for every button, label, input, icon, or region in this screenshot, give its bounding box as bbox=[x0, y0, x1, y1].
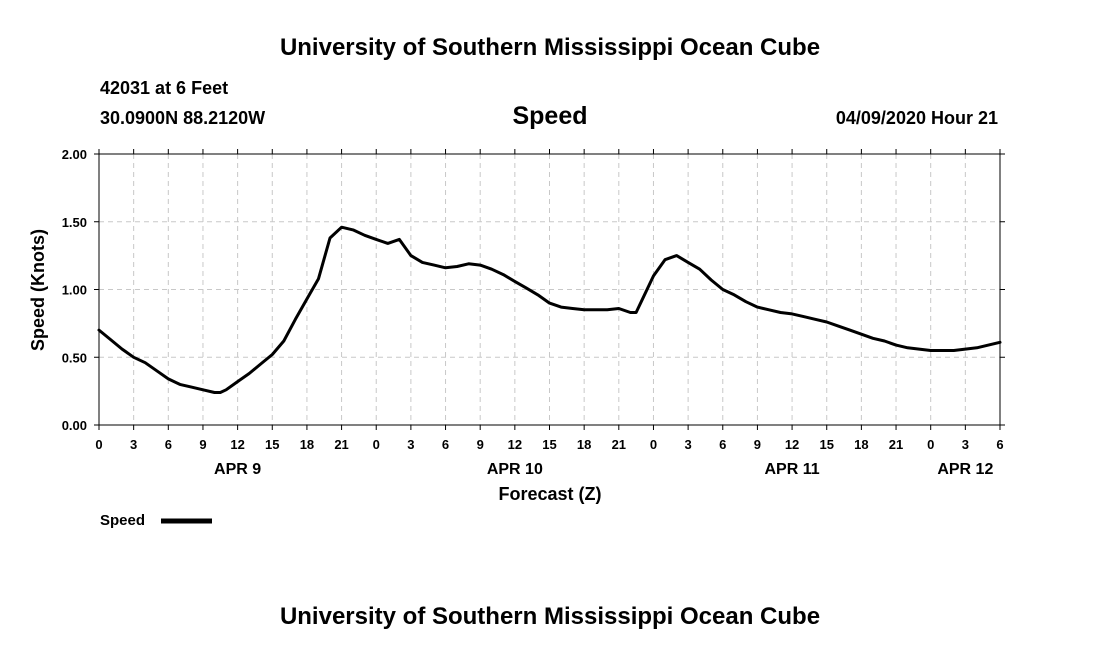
y-tick-label: 2.00 bbox=[62, 147, 87, 162]
x-tick-label: 18 bbox=[300, 437, 314, 452]
x-tick-label: 6 bbox=[719, 437, 726, 452]
datetime-label: 04/09/2020 Hour 21 bbox=[836, 108, 998, 128]
x-tick-label: 0 bbox=[373, 437, 380, 452]
x-tick-label: 3 bbox=[684, 437, 691, 452]
grid-lines bbox=[99, 154, 1000, 425]
x-tick-label: 15 bbox=[819, 437, 833, 452]
x-tick-label: 9 bbox=[477, 437, 484, 452]
coords-label: 30.0900N 88.2120W bbox=[100, 108, 265, 128]
x-tick-label: 18 bbox=[854, 437, 868, 452]
footer-title: University of Southern Mississippi Ocean… bbox=[280, 603, 820, 630]
chart-title: Speed bbox=[512, 102, 587, 130]
x-tick-label: 0 bbox=[927, 437, 934, 452]
y-axis-label: Speed (Knots) bbox=[28, 229, 48, 351]
x-axis-label: Forecast (Z) bbox=[498, 484, 601, 504]
x-tick-label: 15 bbox=[265, 437, 279, 452]
x-tick-label: 3 bbox=[962, 437, 969, 452]
plot-frame bbox=[98, 153, 1001, 426]
x-tick-label: 6 bbox=[165, 437, 172, 452]
date-label: APR 9 bbox=[214, 461, 261, 478]
header-title: University of Southern Mississippi Ocean… bbox=[280, 34, 820, 61]
legend-label: Speed bbox=[100, 512, 145, 529]
x-tick-label: 3 bbox=[407, 437, 414, 452]
x-tick-label: 12 bbox=[230, 437, 244, 452]
x-tick-label: 9 bbox=[199, 437, 206, 452]
x-tick-label: 3 bbox=[130, 437, 137, 452]
x-tick-label: 9 bbox=[754, 437, 761, 452]
x-tick-label: 15 bbox=[542, 437, 556, 452]
x-tick-label: 0 bbox=[95, 437, 102, 452]
x-tick-labels: 0 3 6 9 12 15 18 21 0 3 6 9 12 15 18 21 0 3 6 9 12 15 18 21 0 3 6 bbox=[95, 437, 1003, 452]
station-label: 42031 at 6 Feet bbox=[100, 78, 228, 98]
y-tick-labels: 0.00 0.50 1.00 1.50 2.00 bbox=[62, 147, 87, 433]
x-tick-label: 21 bbox=[334, 437, 348, 452]
x-tick-label: 18 bbox=[577, 437, 591, 452]
y-tick-label: 0.00 bbox=[62, 418, 87, 433]
x-tick-label: 6 bbox=[442, 437, 449, 452]
y-tick-label: 1.50 bbox=[62, 215, 87, 230]
y-tick-label: 0.50 bbox=[62, 350, 87, 365]
date-labels: APR 9 APR 10 APR 11 APR 12 bbox=[214, 461, 993, 478]
x-tick-label: 21 bbox=[889, 437, 903, 452]
date-label: APR 10 bbox=[487, 461, 543, 478]
x-tick-label: 21 bbox=[612, 437, 626, 452]
axis-ticks bbox=[94, 149, 1005, 430]
speed-series-line bbox=[97, 225, 1002, 394]
date-label: APR 12 bbox=[937, 461, 993, 478]
x-tick-label: 12 bbox=[785, 437, 799, 452]
x-tick-label: 6 bbox=[996, 437, 1003, 452]
x-tick-label: 0 bbox=[650, 437, 657, 452]
x-tick-label: 12 bbox=[508, 437, 522, 452]
date-label: APR 11 bbox=[765, 461, 820, 478]
y-tick-label: 1.00 bbox=[62, 283, 87, 298]
